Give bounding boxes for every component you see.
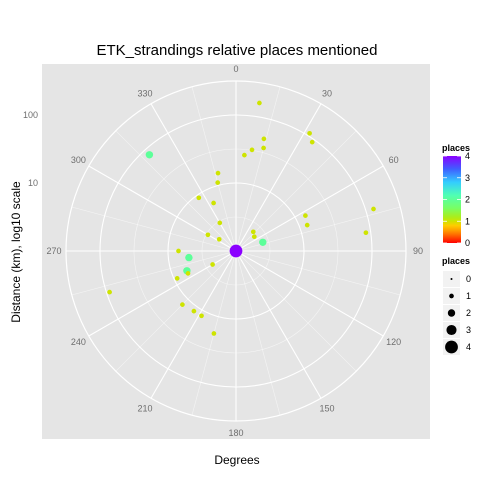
data-point [176,248,181,254]
size-key-label: 3 [466,325,471,335]
color-bar [443,156,461,243]
data-point [211,331,217,336]
angle-tick-label: 270 [46,246,61,256]
data-point [107,289,112,295]
radius-tick-label: 100 [23,110,38,120]
data-point [259,238,267,246]
color-bar-tick-label: 3 [465,173,470,183]
data-point [145,151,154,159]
major-spoke [150,103,237,252]
color-bar-tick-label: 2 [465,195,470,205]
data-point [229,244,243,258]
x-axis-title: Degrees [214,453,259,467]
data-point [185,253,193,262]
data-point [196,195,202,201]
size-legend-keys: 0 1 2 3 4 [443,271,471,355]
outer-circle [65,80,407,422]
circle-10 [167,182,305,320]
data-point [303,213,308,218]
size-key-dot [445,340,458,354]
minor-spoke [235,130,357,252]
data-point [261,145,266,151]
size-legend: places 0 1 2 3 4 [442,256,471,355]
chart-title: ETK_strandings relative places mentioned [97,42,378,59]
data-point [211,200,216,206]
data-point [371,206,376,212]
angle-tick-label: 240 [71,337,86,347]
data-point [309,139,315,145]
minor-spoke [235,250,357,372]
major-spoke [235,250,384,337]
angle-tick-label: 150 [319,404,334,414]
angle-tick-labels: 0 30 60 90 120 150 180 210 240 270 300 330 [46,64,423,438]
angle-tick-label: 300 [71,155,86,165]
color-legend-title: places [442,143,470,153]
data-point [250,229,256,235]
angle-tick-label: 60 [389,155,399,165]
data-point [307,130,312,136]
angle-tick-label: 330 [137,88,152,98]
data-point [180,302,185,307]
major-spoke [88,165,237,252]
size-key-label: 1 [466,291,471,301]
data-point [304,222,310,228]
circle-100 [99,114,373,388]
color-bar-tick-label: 4 [465,151,470,161]
minor-spoke [235,86,281,252]
minor-spoke [235,250,281,416]
size-key-label: 4 [466,342,471,352]
minor-spoke [71,250,237,296]
data-point [215,180,221,185]
angle-tick-label: 180 [228,428,243,438]
minor-spoke [235,250,401,296]
data-point [251,234,257,240]
data-point [199,313,204,319]
data-point [174,276,180,281]
data-point [257,100,262,106]
size-key-dot [446,324,457,336]
radius-tick-label: 10 [28,178,38,188]
data-point [210,262,215,267]
radius-tick-labels: 10 100 [23,110,38,188]
minor-spoke [115,130,237,252]
data-point [216,236,222,242]
color-bar-ticks: 4 3 2 1 0 [443,151,470,248]
polar-grid [65,80,407,422]
size-legend-title: places [442,256,470,266]
minor-circle [133,148,339,354]
size-key-dot [449,293,454,299]
color-legend: places 4 3 2 1 0 [442,143,470,248]
angle-tick-label: 210 [137,404,152,414]
angle-tick-label: 90 [413,246,423,256]
data-point [217,220,223,226]
data-points [107,100,376,336]
y-axis-title: Distance (km), log10 scale [9,181,23,323]
major-spoke [235,103,322,252]
data-point [215,170,221,176]
data-point [249,147,255,153]
color-bar-tick-label: 1 [465,216,470,226]
data-point [261,136,267,142]
data-point [185,271,191,276]
major-spoke [235,165,384,252]
size-key-label: 2 [466,308,471,318]
minor-spoke [115,250,237,372]
size-key-dot [450,278,453,280]
data-point [242,152,247,158]
minor-spoke [191,86,237,252]
color-bar-tick-label: 0 [465,238,470,248]
major-spoke [235,250,322,399]
data-point [191,308,197,314]
angle-tick-label: 120 [386,337,401,347]
angle-tick-label: 30 [322,88,332,98]
minor-circle [201,216,271,286]
data-point [363,230,369,236]
minor-spoke [71,206,237,252]
size-key-label: 0 [466,274,471,284]
data-point [205,232,211,238]
angle-tick-label: 0 [233,64,238,74]
size-key-dot [447,309,456,317]
major-spoke [150,250,237,399]
